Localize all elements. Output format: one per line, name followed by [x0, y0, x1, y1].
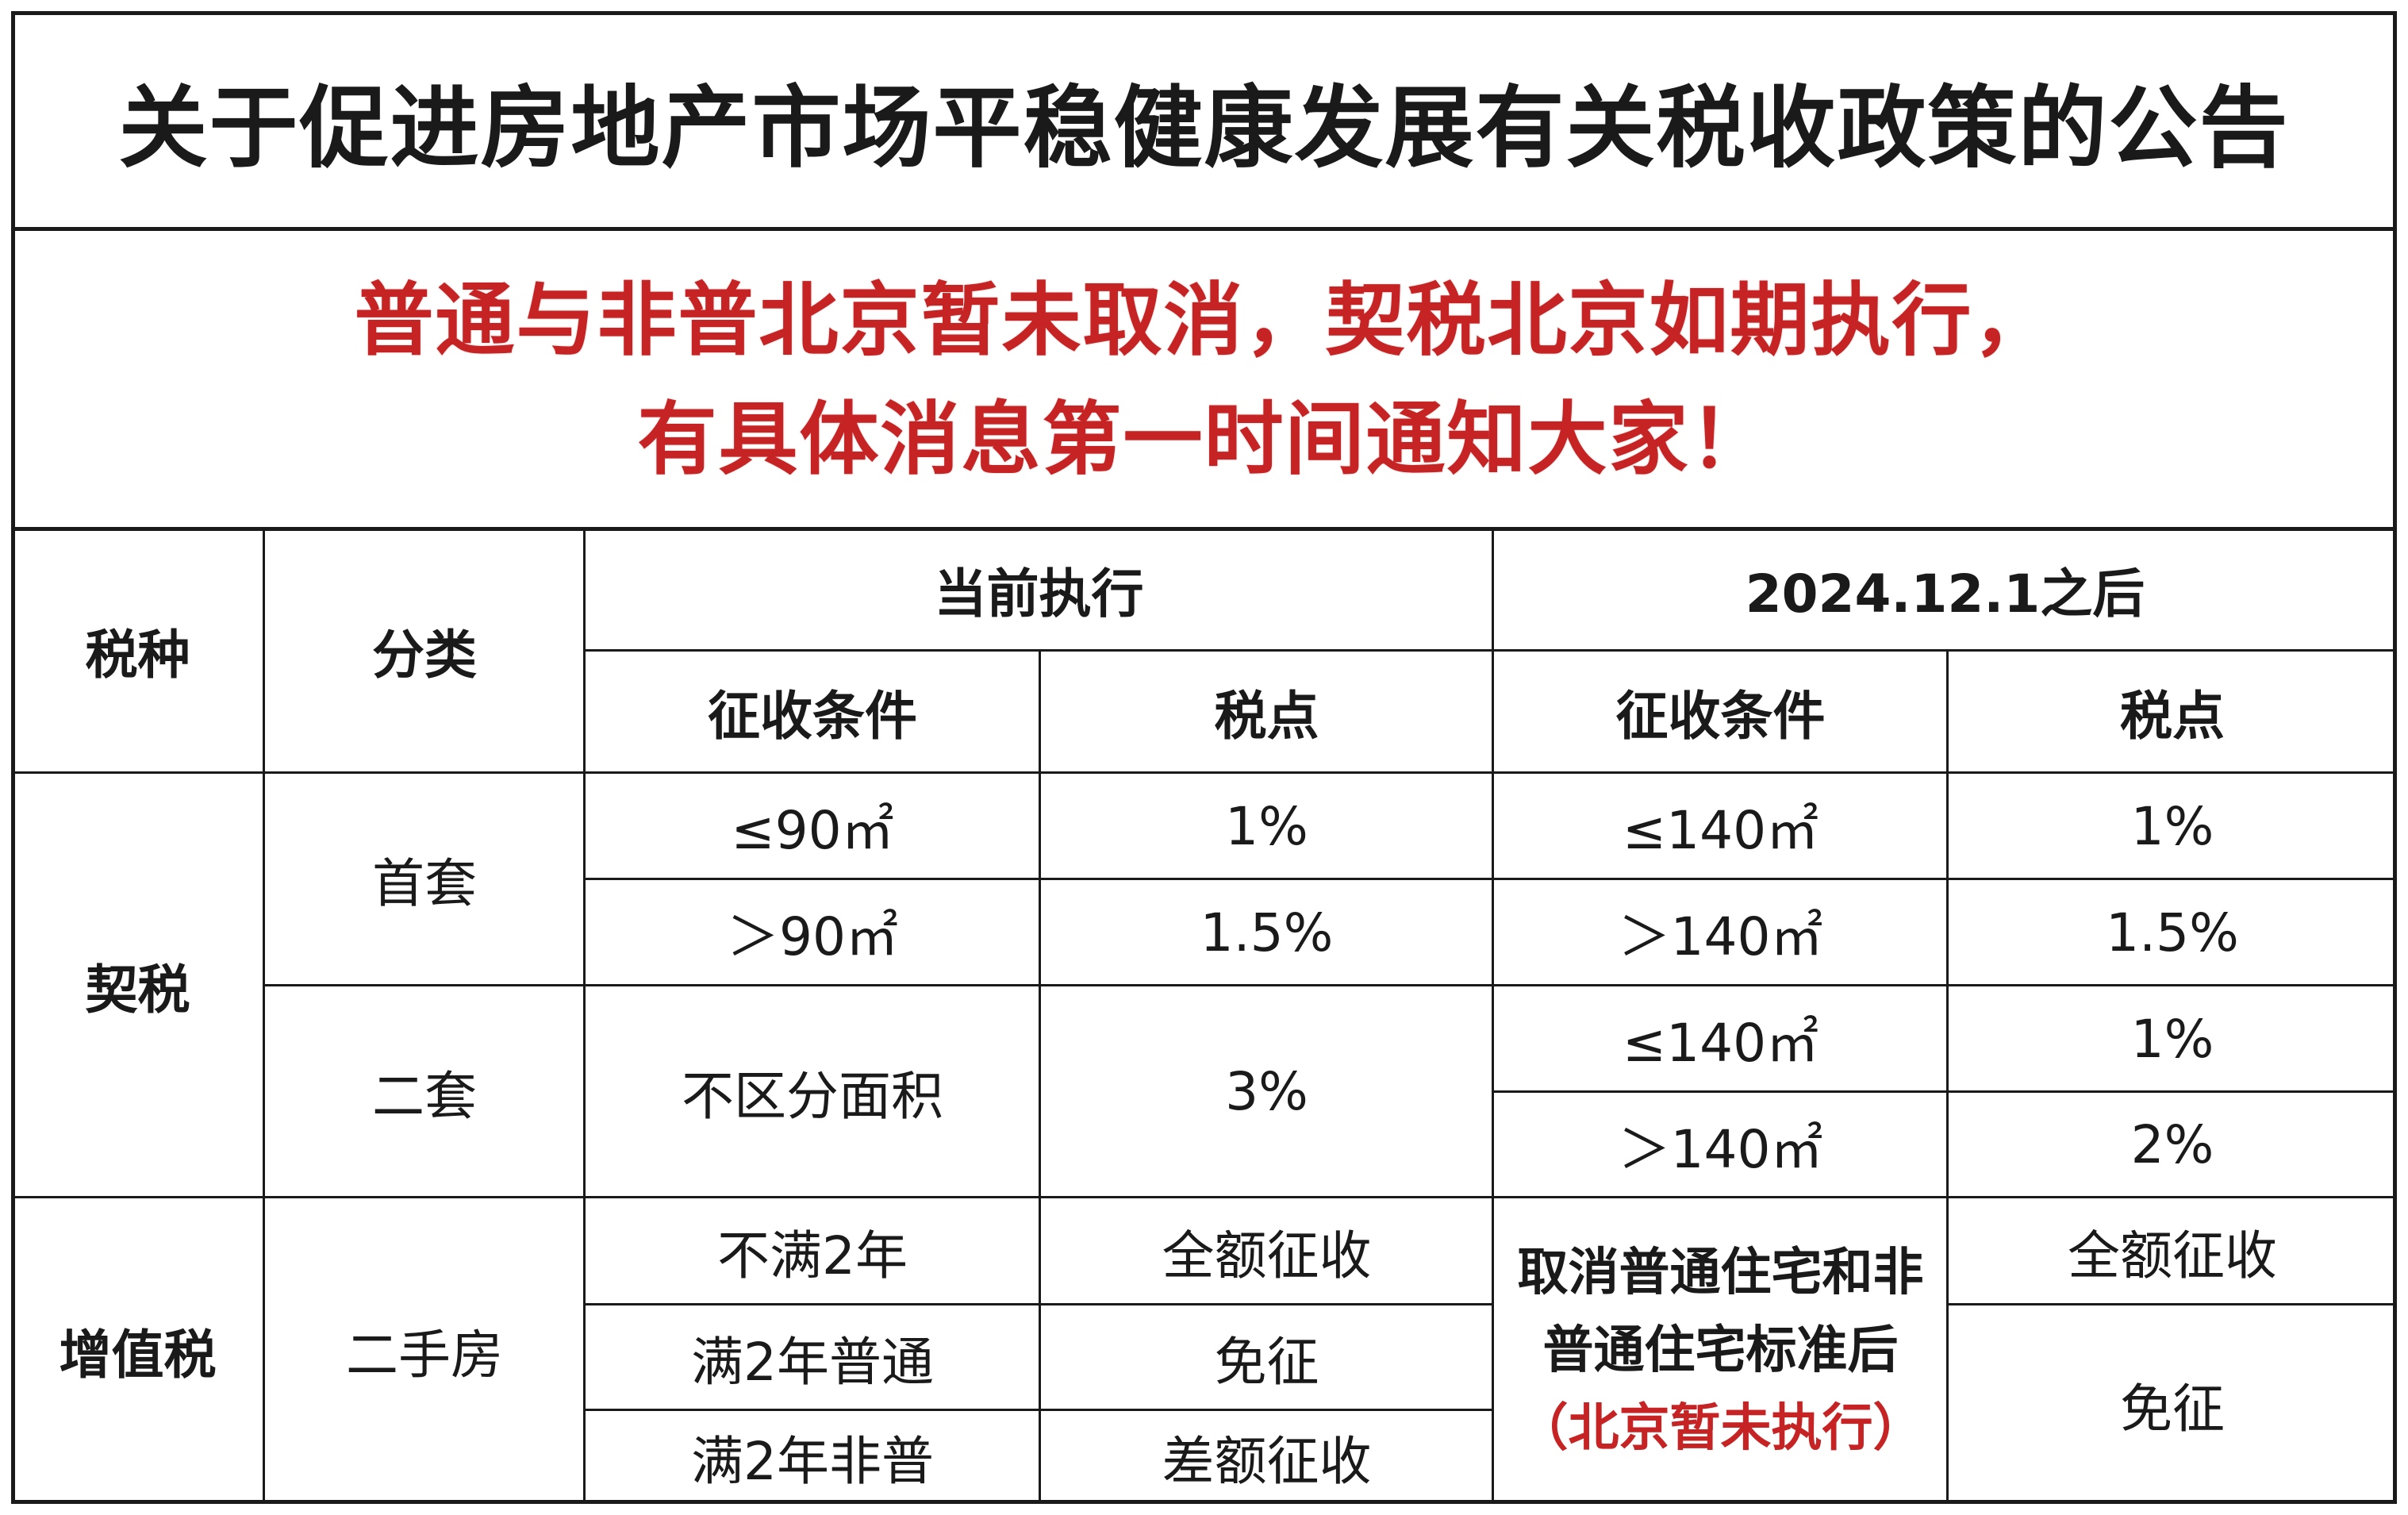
vat-current-condition-1: 不满2年	[717, 1225, 908, 1286]
grid-line	[585, 649, 2397, 652]
vat-after-condition: 取消普通住宅和非 普通住宅标准后 （北京暂未执行）	[1493, 1198, 1948, 1504]
deed-tax-label: 契税	[85, 959, 190, 1021]
vat-after-condition-line1: 取消普通住宅和非	[1517, 1244, 1924, 1302]
header-current: 当前执行	[934, 563, 1144, 625]
second-home-after-rate-1: 1%	[2130, 1008, 2214, 1070]
second-home-current-rate: 3%	[1225, 1061, 1308, 1122]
notice-line-1: 普通与非普北京暂未取消，契税北京如期执行，	[354, 274, 2054, 367]
vat-label: 增值税	[59, 1325, 217, 1386]
first-home-label: 首套	[372, 853, 477, 914]
grid-line	[1946, 649, 1949, 1504]
first-home-current-condition-2: ＞90㎡	[727, 906, 898, 967]
vat-after-condition-line2: 普通住宅标准后	[1542, 1321, 1899, 1380]
grid-line	[585, 878, 2397, 880]
notice-line-2: 有具体消息第一时间通知大家！	[637, 393, 1771, 486]
second-home-after-rate-2: 2%	[2130, 1114, 2214, 1175]
header-after-rate: 税点	[2120, 686, 2225, 747]
header-category: 分类	[372, 625, 477, 686]
header-tax-type: 税种	[85, 625, 190, 686]
grid-line	[1493, 1090, 2397, 1093]
divider	[11, 527, 2397, 531]
vat-after-condition-note: （北京暂未执行）	[1517, 1399, 1924, 1458]
grid-line	[11, 1196, 2397, 1198]
vat-current-rate-1: 全额征收	[1162, 1225, 1372, 1286]
first-home-after-condition-1: ≤140㎡	[1622, 800, 1819, 861]
first-home-after-rate-2: 1.5%	[2106, 902, 2239, 963]
second-home-after-condition-1: ≤140㎡	[1622, 1013, 1819, 1074]
grid-line	[263, 529, 265, 1504]
grid-line	[264, 984, 2397, 986]
vat-current-condition-2: 满2年普通	[691, 1331, 934, 1393]
second-home-current-condition: 不区分面积	[682, 1065, 943, 1127]
grid-line	[11, 771, 2397, 774]
header-current-condition: 征收条件	[708, 686, 917, 747]
document-frame	[11, 11, 2397, 1504]
header-after-condition: 征收条件	[1615, 686, 1826, 747]
vat-category: 二手房	[346, 1325, 503, 1386]
vat-after-rate-2: 免征	[2120, 1378, 2225, 1440]
notice-band: 普通与非普北京暂未取消，契税北京如期执行， 有具体消息第一时间通知大家！	[11, 233, 2397, 527]
vat-current-condition-3: 满2年非普	[691, 1431, 934, 1492]
vat-current-rate-2: 免征	[1214, 1331, 1319, 1393]
grid-line	[583, 529, 586, 1504]
first-home-after-condition-2: ＞140㎡	[1618, 906, 1823, 967]
second-home-label: 二套	[372, 1065, 477, 1127]
first-home-current-condition-1: ≤90㎡	[731, 800, 894, 861]
first-home-current-rate-1: 1%	[1225, 795, 1308, 857]
vat-current-rate-3: 差额征收	[1162, 1431, 1372, 1492]
first-home-current-rate-2: 1.5%	[1200, 902, 1334, 963]
grid-line	[1492, 529, 1494, 1504]
page-title: 关于促进房地产市场平稳健康发展有关税收政策的公告	[118, 77, 2290, 180]
first-home-after-rate-1: 1%	[2130, 795, 2214, 857]
vat-after-rate-1: 全额征收	[2068, 1225, 2277, 1286]
second-home-after-condition-2: ＞140㎡	[1618, 1118, 1823, 1180]
header-after: 2024.12.1之后	[1745, 563, 2145, 625]
grid-line	[1948, 1303, 2397, 1305]
title-band: 关于促进房地产市场平稳健康发展有关税收政策的公告	[11, 11, 2397, 230]
divider	[11, 227, 2397, 231]
header-current-rate: 税点	[1214, 686, 1319, 747]
grid-line	[1039, 649, 1041, 1504]
